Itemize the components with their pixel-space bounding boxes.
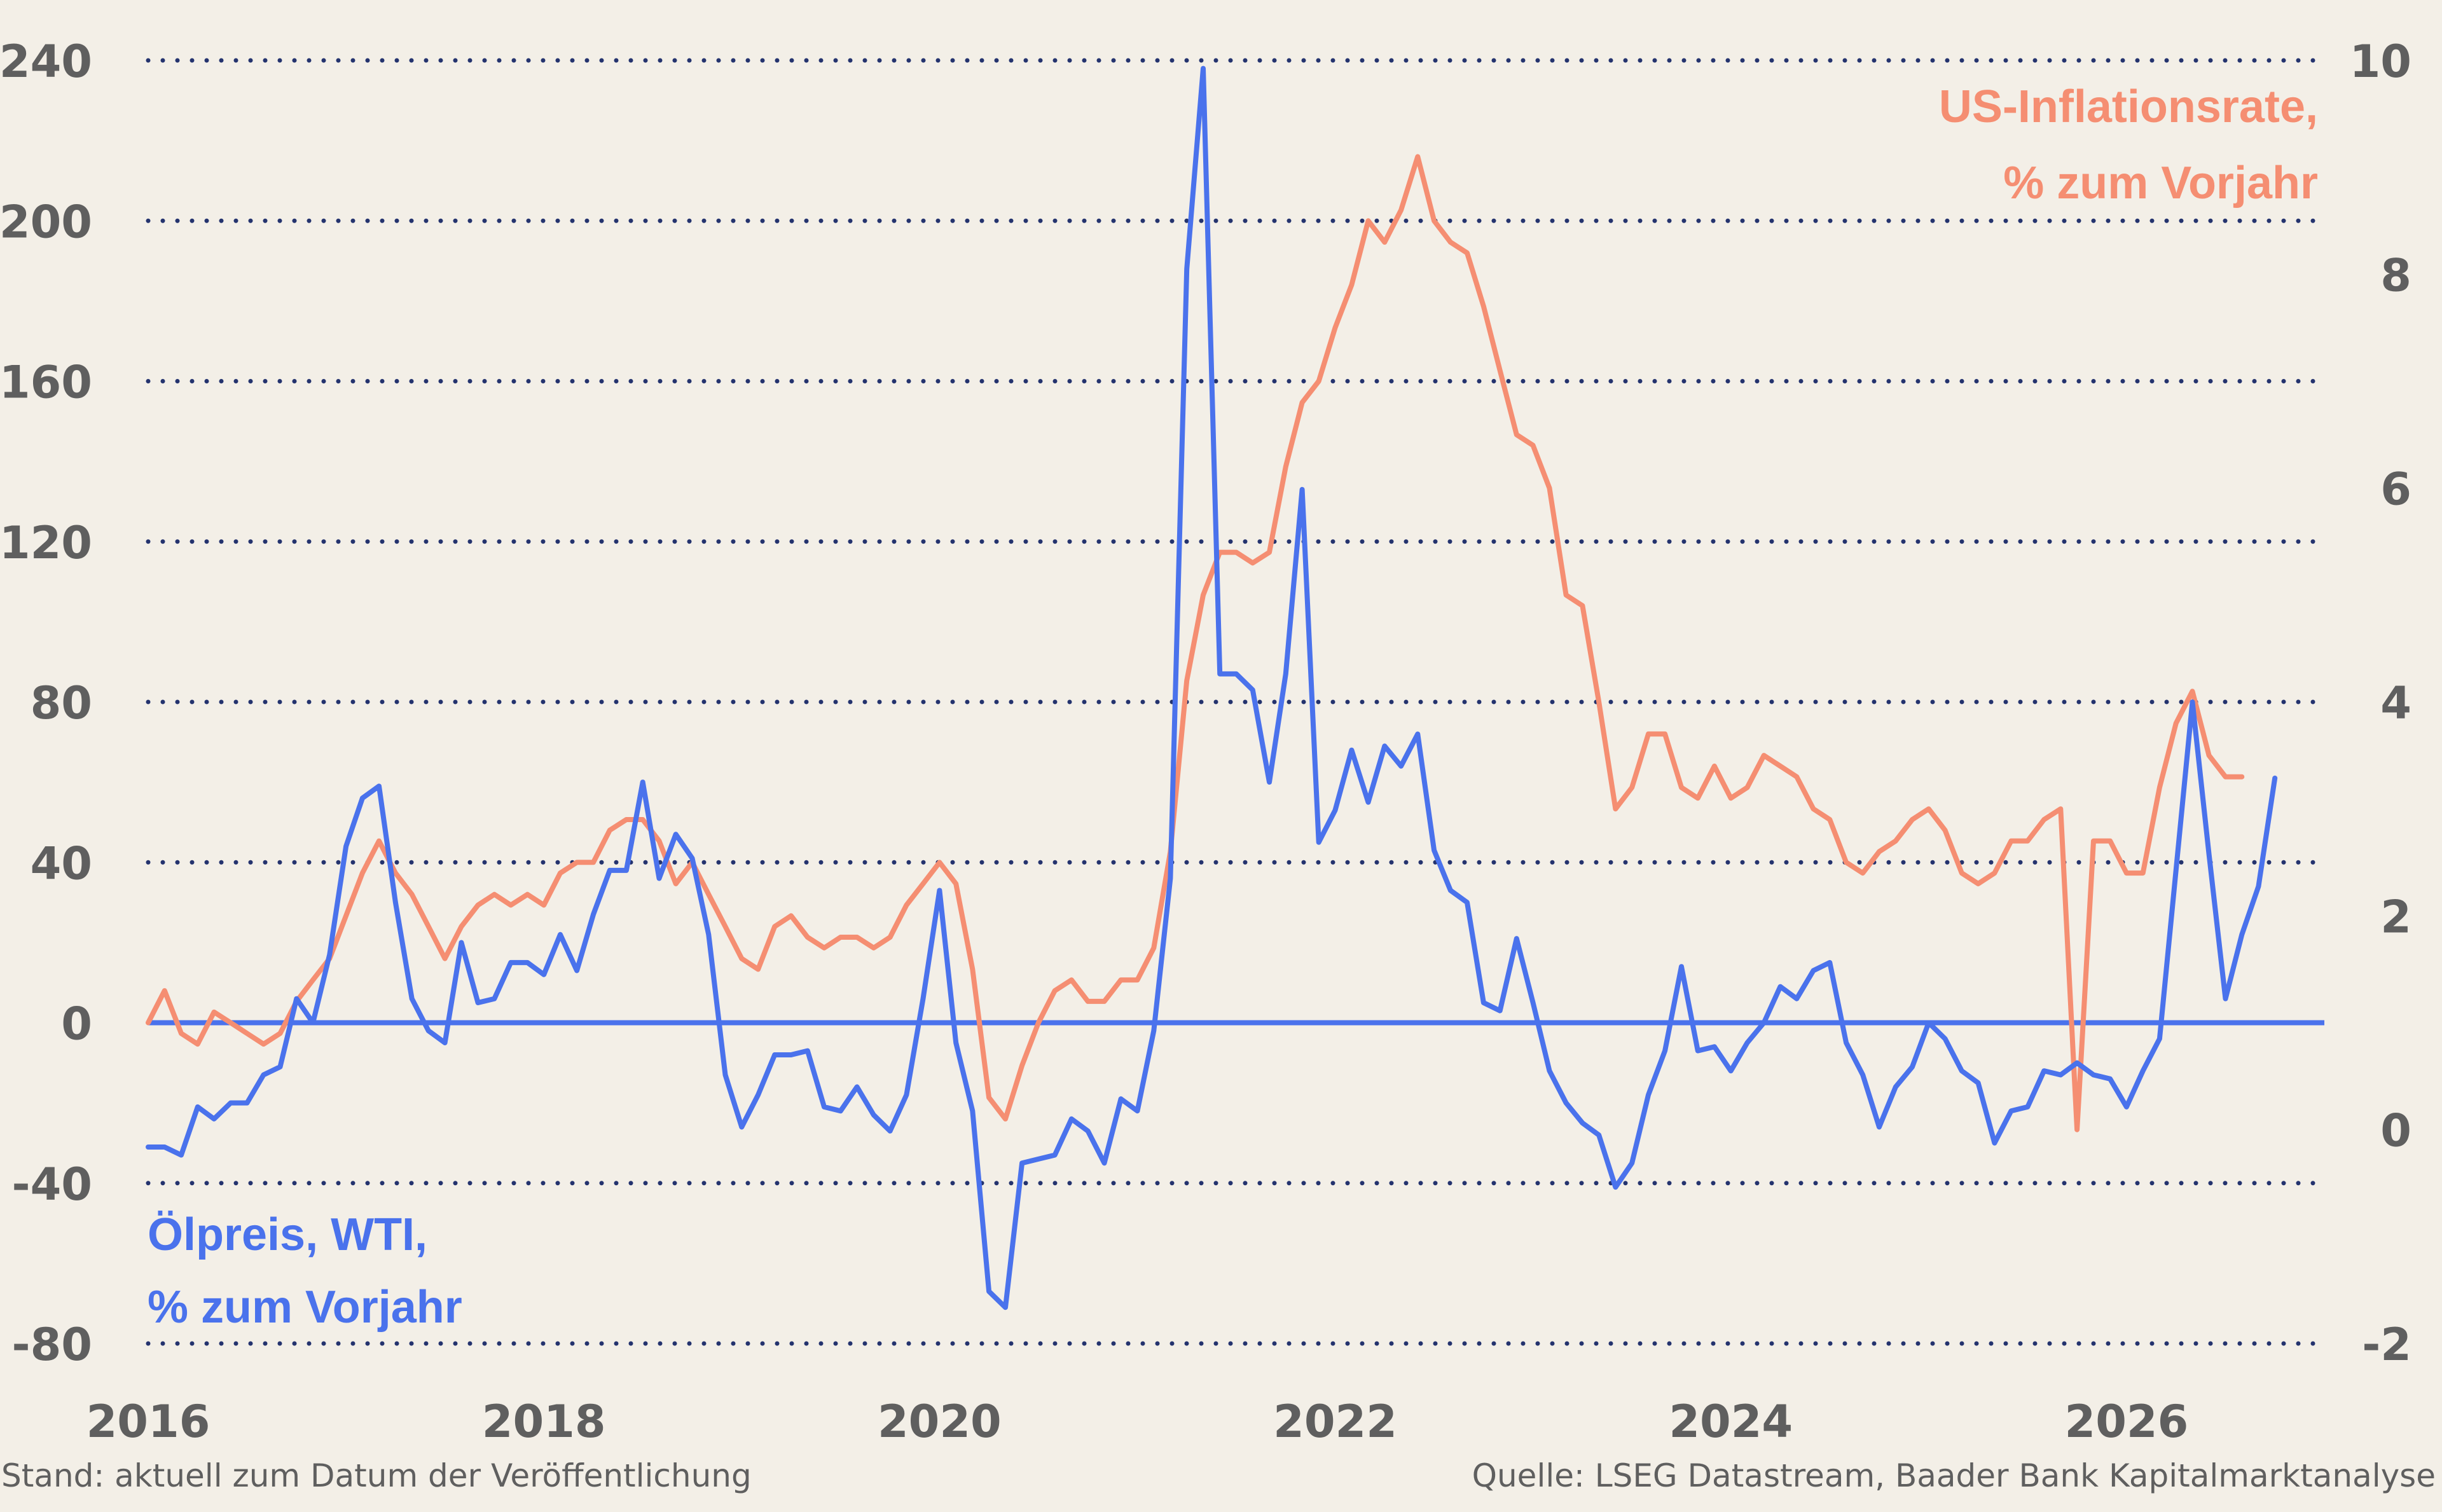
oil-label-line1: Ölpreis, WTI, <box>148 1209 427 1260</box>
left-tick-label: 240 <box>0 36 92 88</box>
oil-label-line2: % zum Vorjahr <box>148 1282 462 1333</box>
left-tick-label: 40 <box>31 837 92 890</box>
x-tick-label: 2026 <box>2064 1396 2188 1448</box>
x-tick-label: 2018 <box>482 1396 606 1448</box>
gridlines <box>146 58 2327 1346</box>
left-axis-ticks: 240 200 160 120 80 40 0 -40 -80 <box>0 36 92 1371</box>
x-axis-ticks: 2016 2018 2020 2022 2024 2026 <box>86 1396 2189 1448</box>
right-tick-label: 10 <box>2350 36 2411 88</box>
x-tick-label: 2022 <box>1273 1396 1397 1448</box>
right-tick-label: 2 <box>2380 891 2411 943</box>
x-tick-label: 2020 <box>878 1396 1002 1448</box>
inflation-series-line <box>146 154 2245 1132</box>
series-layer <box>146 65 2278 1310</box>
inflation-label-line1: US-Inflationsrate, <box>1939 81 2318 132</box>
right-tick-label: 6 <box>2380 464 2411 516</box>
left-tick-label: 120 <box>0 517 92 569</box>
x-tick-label: 2024 <box>1669 1396 1793 1448</box>
x-tick-label: 2016 <box>86 1396 210 1448</box>
inflation-label-line2: % zum Vorjahr <box>2003 158 2318 209</box>
footer-stand: Stand: aktuell zum Datum der Veröffentli… <box>1 1457 752 1494</box>
left-tick-label: 80 <box>31 677 92 729</box>
right-axis-ticks: 10 8 6 4 2 0 -2 <box>2350 36 2411 1371</box>
right-tick-label: 0 <box>2380 1105 2411 1157</box>
footer-source: Quelle: LSEG Datastream, Baader Bank Kap… <box>1472 1457 2436 1494</box>
oil-price-series-line <box>146 65 2278 1310</box>
left-tick-label: -80 <box>12 1319 92 1371</box>
right-tick-label: 8 <box>2380 249 2411 301</box>
left-tick-label: 160 <box>0 357 92 409</box>
left-tick-label: 200 <box>0 196 92 248</box>
right-tick-label: 4 <box>2380 677 2411 729</box>
left-tick-label: -40 <box>12 1158 92 1211</box>
left-tick-label: 0 <box>61 998 92 1050</box>
right-tick-label: -2 <box>2362 1319 2411 1371</box>
